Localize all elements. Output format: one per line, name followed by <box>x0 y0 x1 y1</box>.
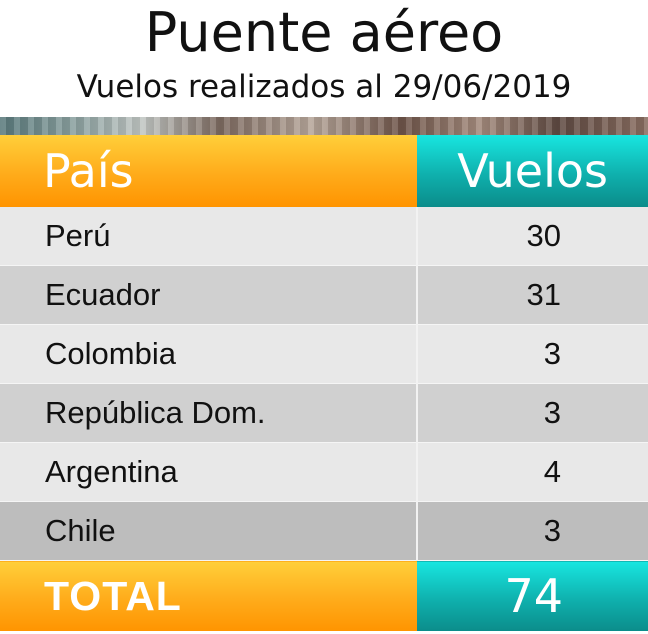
background-photo-strip <box>0 117 648 135</box>
table-header-row: País Vuelos <box>0 135 648 207</box>
flights-cell: 30 <box>416 207 648 266</box>
page-subtitle: Vuelos realizados al 29/06/2019 <box>76 69 572 105</box>
flights-cell: 3 <box>416 324 648 384</box>
country-cell: Colombia <box>0 324 417 384</box>
column-header-pais: País <box>0 135 417 207</box>
page-title: Puente aéreo <box>144 1 504 64</box>
table-row: Ecuador 31 <box>0 265 648 325</box>
header: Puente aéreo Vuelos realizados al 29/06/… <box>0 0 648 117</box>
table-row: Colombia 3 <box>0 324 648 384</box>
country-cell: Perú <box>0 207 417 266</box>
country-cell: República Dom. <box>0 383 417 443</box>
flights-table: País Vuelos Perú 30 Ecuador 31 Colombia … <box>0 135 648 631</box>
country-cell: Ecuador <box>0 265 417 325</box>
table-row: Chile 3 <box>0 501 648 561</box>
table-row: República Dom. 3 <box>0 383 648 443</box>
column-header-vuelos: Vuelos <box>417 135 648 207</box>
country-cell: Argentina <box>0 442 417 502</box>
flights-cell: 3 <box>416 383 648 443</box>
table-row: Argentina 4 <box>0 442 648 502</box>
total-value: 74 <box>417 560 648 631</box>
total-row: TOTAL 74 <box>0 560 648 631</box>
flights-cell: 4 <box>416 442 648 502</box>
table-row: Perú 30 <box>0 207 648 266</box>
country-cell: Chile <box>0 501 417 561</box>
flights-cell: 3 <box>416 501 648 561</box>
total-label: TOTAL <box>0 560 417 631</box>
flights-cell: 31 <box>416 265 648 325</box>
